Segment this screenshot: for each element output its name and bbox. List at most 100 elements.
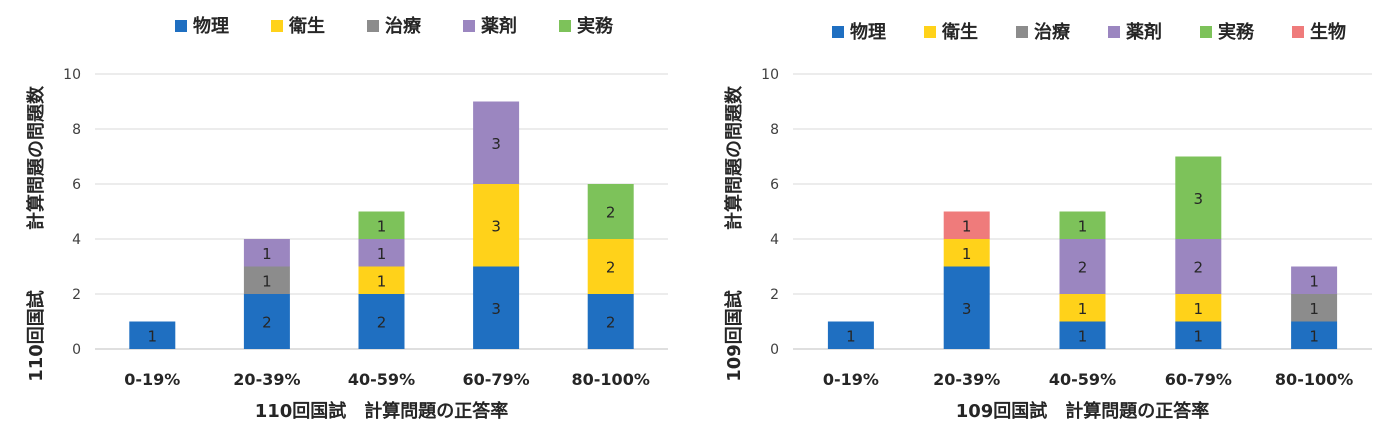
bar-segment [587,294,634,349]
x-category-label: 20-39% [233,370,300,389]
y-tick-label: 10 [63,67,81,83]
x-category-label: 60-79% [1165,370,1232,389]
bar-segment [943,266,990,349]
legend-label: 治療 [385,15,422,37]
legend-swatch [463,20,475,32]
bar-segment-label: 2 [1078,259,1088,277]
legend-swatch [1016,26,1028,38]
legend-label: 実務 [1218,21,1255,43]
bar-segment [473,266,520,349]
bar-segment [243,239,290,267]
bar-segment-label: 1 [846,327,856,345]
y-axis-title-part2: 計算問題の問題数 [25,85,47,230]
y-tick-label: 6 [72,177,81,193]
x-category-label: 80-100% [572,370,650,389]
bar-segment [358,294,405,349]
x-category-label: 40-59% [1049,370,1116,389]
y-axis-title-part1: 110回国試 [25,290,47,382]
bar-segment [243,294,290,349]
legend-swatch [175,20,187,32]
bar-segment-label: 3 [491,300,501,318]
bar-segment-label: 2 [262,314,272,332]
bar-segment-label: 1 [148,327,158,345]
legend-label: 衛生 [941,21,978,43]
legend-swatch [924,26,936,38]
y-tick-label: 0 [72,342,81,358]
bar-segment [1175,321,1222,349]
bar-segment [943,211,990,239]
bar-segment-label: 1 [262,272,272,290]
legend-label: 衛生 [288,15,325,37]
legend-swatch [1108,26,1120,38]
bar-segment-label: 1 [1194,327,1204,345]
y-tick-label: 8 [72,122,81,138]
legend-swatch [1292,26,1304,38]
bar-segment-label: 1 [1309,300,1319,318]
legend-swatch [1200,26,1212,38]
y-tick-label: 2 [770,287,779,303]
bar-segment-label: 1 [1309,327,1319,345]
y-tick-label: 4 [770,232,779,248]
bar-segment-label: 1 [262,245,272,263]
bar-segment [1175,239,1222,294]
bar-segment-label: 1 [962,217,972,235]
bar-segment-label: 1 [377,272,387,290]
bar-segment-label: 3 [491,135,501,153]
bar-segment [358,239,405,267]
bar-segment [473,184,520,267]
bar-segment [1291,294,1338,322]
y-tick-label: 6 [770,177,779,193]
bar-segment [243,266,290,294]
x-category-label: 20-39% [933,370,1000,389]
bar-segment-label: 1 [1194,300,1204,318]
legend-label: 生物 [1310,21,1346,43]
bar-segment-label: 3 [491,217,501,235]
bar-segment-label: 1 [1078,327,1088,345]
x-category-label: 60-79% [462,370,529,389]
y-axis-title-part1: 109回国試 [723,290,745,382]
bar-segment-label: 1 [962,245,972,263]
bar-segment [1291,266,1338,294]
x-category-label: 80-100% [1275,370,1353,389]
bar-segment [827,321,874,349]
bar-segment-label: 2 [606,314,616,332]
chart-109: 0 2 4 6 8 10 1 0-19% 3 1 1 20-39% 1 1 2 1 40-59% 1 1 2 3 60-7… [723,21,1372,422]
bar-segment-label: 1 [377,217,387,235]
bar-segment-label: 1 [377,245,387,263]
bar-segment [473,101,520,184]
bar-segment [943,239,990,267]
bar-segment-label: 2 [606,259,616,277]
legend-swatch [271,20,283,32]
y-tick-label: 0 [770,342,779,358]
bar-segment-label: 2 [1194,259,1204,277]
legend-swatch [367,20,379,32]
legend-label: 物理 [850,21,886,43]
bar-segment-label: 2 [377,314,387,332]
bar-segment-label: 1 [1309,272,1319,290]
y-tick-label: 10 [761,67,779,83]
x-category-label: 0-19% [823,370,879,389]
x-axis-title: 110回国試 計算問題の正答率 [255,400,509,422]
chart-110: 0 2 4 6 8 10 1 0-19% 2 1 1 20-39% 2 1 1 1 40-59% 3 3 3 60-79… [25,15,668,422]
legend-swatch [832,26,844,38]
legend-label: 薬剤 [1126,21,1162,43]
bar-segment [129,321,176,349]
bar-segment [1175,294,1222,322]
bar-segment [1291,321,1338,349]
bar-segment [587,184,634,239]
bar-segment-label: 3 [1194,190,1204,208]
y-axis-title-part2: 計算問題の問題数 [723,85,745,230]
x-category-label: 40-59% [348,370,415,389]
bar-segment [1059,239,1106,294]
bar-segment [1175,156,1222,239]
bar-segment [1059,211,1106,239]
bar-segment-label: 2 [606,204,616,222]
bar-segment-label: 1 [1078,217,1088,235]
bar-segment [1059,294,1106,322]
bar-segment-label: 1 [1078,300,1088,318]
bar-segment [358,266,405,294]
bar-segment [587,239,634,294]
y-tick-label: 2 [72,287,81,303]
bar-segment [1059,321,1106,349]
